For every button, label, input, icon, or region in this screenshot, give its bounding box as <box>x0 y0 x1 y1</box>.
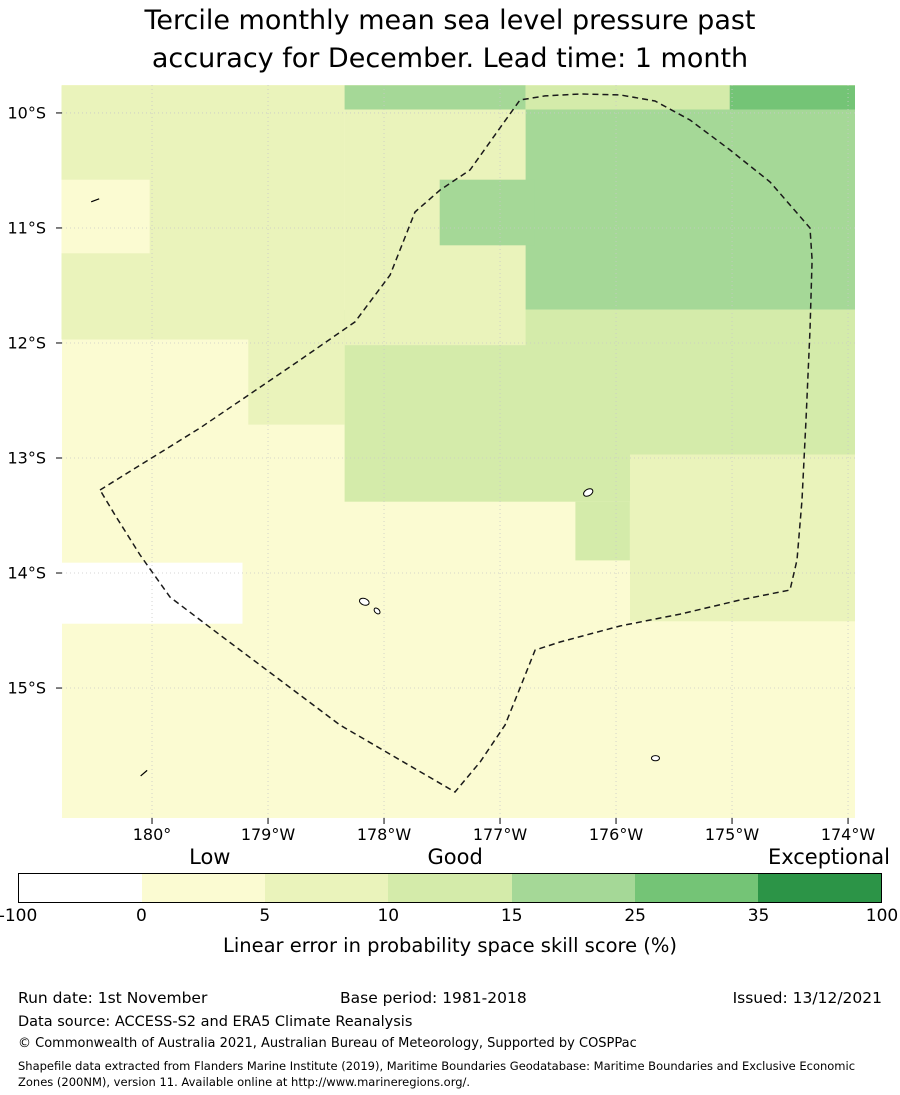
colorbar-caption: Linear error in probability space skill … <box>222 934 678 957</box>
run-date: Run date: 1st November <box>18 989 208 1007</box>
island <box>373 607 381 615</box>
base-period: Base period: 1981-2018 <box>340 989 527 1007</box>
y-axis-tick-label: 15°S <box>7 678 46 698</box>
skill-region <box>729 85 855 112</box>
colorbar-tick-label: 100 <box>865 906 899 926</box>
footer-row-1: Run date: 1st November Base period: 1981… <box>18 989 882 1011</box>
quality-label-good: Good <box>427 845 483 869</box>
y-axis-tick-label: 11°S <box>7 218 46 238</box>
colorbar-quality-labels: Low Good Exceptional <box>18 841 890 873</box>
skill-region <box>344 454 630 502</box>
colorbar-segment <box>634 874 758 902</box>
footer: Run date: 1st November Base period: 1981… <box>18 989 882 1090</box>
skill-region <box>525 109 855 310</box>
eez-boundary <box>98 93 813 793</box>
colorbar-tick-label: 25 <box>624 906 646 926</box>
skill-region <box>61 179 150 254</box>
issued-date: Issued: 13/12/2021 <box>732 989 882 1007</box>
map-svg <box>56 85 855 824</box>
skill-region <box>344 85 526 110</box>
colorbar-tick-label: 35 <box>747 906 770 926</box>
colorbar-tick-label: 15 <box>500 906 523 926</box>
y-axis-tick-label: 14°S <box>7 563 46 583</box>
skill-region <box>575 501 630 561</box>
colorbar-segment <box>388 874 512 902</box>
y-axis-tick-label: 12°S <box>7 333 46 353</box>
colorbar-tick-label: 10 <box>377 906 400 926</box>
y-axis-labels: 10°S 11°S 12°S 13°S 14°S 15°S <box>0 85 54 818</box>
quality-label-exceptional: Exceptional <box>767 845 890 869</box>
x-axis-labels: 180° 179°W 178°W 177°W 176°W 175°W 174°W <box>62 818 875 844</box>
colorbar-segment <box>511 874 635 902</box>
skill-region <box>630 454 855 622</box>
copyright-note: © Commonwealth of Australia 2021, Austra… <box>18 1036 637 1051</box>
island <box>358 597 370 606</box>
colorbar-tick-label: 0 <box>136 906 147 926</box>
x-axis-tick-label: 176°W <box>588 825 644 844</box>
colorbar-tick-label: 5 <box>259 906 271 926</box>
chart-title-line-2: accuracy for December. Lead time: 1 mont… <box>151 43 749 75</box>
island <box>140 769 148 777</box>
x-axis-tick-label: 174°W <box>820 825 876 844</box>
chart-title-line-1: Tercile monthly mean sea level pressure … <box>144 5 756 36</box>
skill-region <box>439 179 535 246</box>
colorbar-segments <box>18 873 882 903</box>
colorbar-ticks: -100 0 5 10 15 25 35 100 <box>0 903 898 927</box>
chart-title: Tercile monthly mean sea level pressure … <box>0 2 900 79</box>
colorbar-segment <box>19 874 143 902</box>
island <box>90 198 100 203</box>
y-axis-tick-label: 10°S <box>7 103 46 123</box>
x-axis-tick-label: 178°W <box>356 825 412 844</box>
x-axis-tick-label: 177°W <box>472 825 528 844</box>
skill-region <box>248 339 345 425</box>
island <box>650 755 660 762</box>
colorbar-segment <box>757 874 881 902</box>
x-axis-tick-label: 180° <box>132 825 172 844</box>
data-source: Data source: ACCESS-S2 and ERA5 Climate … <box>18 1014 413 1030</box>
island <box>583 488 594 497</box>
colorbar-segment <box>142 874 266 902</box>
colorbar-segment <box>265 874 389 902</box>
x-axis-tick-label: 179°W <box>240 825 296 844</box>
skill-region <box>525 85 730 110</box>
x-axis-tick-label: 175°W <box>704 825 760 844</box>
shapefile-note: Shapefile data extracted from Flanders M… <box>18 1059 856 1089</box>
colorbar: Low Good Exceptional -100 0 5 10 15 25 35 100 L… <box>0 841 898 957</box>
colorbar-tick-label: -100 <box>0 906 38 926</box>
y-axis-tick-label: 13°S <box>7 448 46 468</box>
quality-label-low: Low <box>189 845 231 869</box>
